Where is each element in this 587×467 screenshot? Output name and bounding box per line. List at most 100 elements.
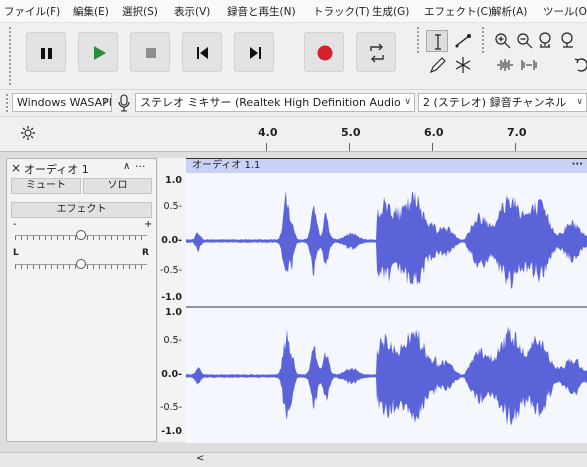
horizontal-scrollbar[interactable]: <	[0, 452, 587, 467]
selection-tool[interactable]	[426, 30, 448, 52]
silence-icon	[521, 60, 537, 70]
gain-minus-label: -	[13, 219, 17, 230]
pause-button[interactable]	[26, 32, 66, 72]
pause-icon	[41, 48, 52, 59]
record-icon	[317, 45, 333, 61]
skip-to-start-icon	[197, 47, 208, 59]
zoom-out-button[interactable]	[514, 30, 536, 52]
track-collapse-button[interactable]: ∧	[123, 161, 131, 172]
waveform-channel-left	[186, 190, 587, 289]
ruler-label-6: 6.0	[424, 126, 444, 139]
recording-device-select[interactable]: ステレオ ミキサー (Realtek High Definition Audio…	[135, 93, 415, 112]
record-button[interactable]	[304, 32, 344, 72]
gain-plus-label: +	[144, 219, 153, 230]
skip-to-start-button[interactable]	[182, 32, 222, 72]
selection-tool-icon	[435, 34, 441, 50]
stop-icon	[146, 48, 156, 58]
draw-tool[interactable]	[426, 54, 448, 76]
scale-label: 0.5-	[163, 335, 182, 346]
host-select-value: Windows WASAPI	[17, 96, 112, 109]
draw-tool-icon	[430, 57, 446, 73]
play-button[interactable]	[78, 32, 118, 72]
toolbar	[0, 23, 587, 90]
menu-generate[interactable]: 生成(G)	[372, 6, 410, 18]
silence-button[interactable]	[518, 54, 540, 76]
multi-tool-icon	[455, 57, 471, 73]
solo-button[interactable]: ソロ	[83, 178, 152, 194]
tools-grip[interactable]	[416, 27, 420, 53]
scale-label: -0.5-	[160, 402, 182, 413]
track-control-panel: × オーディオ 1 ∧ ··· ミュート ソロ エフェクト - + L R	[6, 158, 157, 442]
ruler-label-7: 7.0	[507, 126, 527, 139]
scale-label: 0.0-	[161, 235, 182, 246]
loop-icon	[370, 43, 384, 63]
gain-slider[interactable]	[76, 230, 86, 240]
edit-grip[interactable]	[481, 27, 485, 53]
waveform[interactable]	[186, 173, 587, 443]
audio-clip[interactable]: オーディオ 1.1 ···	[186, 158, 587, 443]
scale-label: -0.5-	[160, 265, 182, 276]
play-icon	[94, 46, 106, 60]
menu-analyze[interactable]: 解析(A)	[491, 6, 528, 18]
pan-slider[interactable]	[76, 259, 86, 269]
mute-button[interactable]: ミュート	[11, 178, 81, 194]
zoom-selection-icon	[539, 32, 551, 48]
scale-label: -1.0	[161, 292, 182, 303]
recording-channels-value: 2 (ステレオ) 録音チャンネル	[423, 96, 567, 109]
recording-device-value: ステレオ ミキサー (Realtek High Definition Audio	[140, 96, 401, 109]
ruler-tick	[266, 143, 267, 151]
trim-icon	[497, 59, 513, 71]
pan-right-label: R	[142, 248, 149, 258]
device-grip[interactable]	[5, 94, 9, 112]
device-toolbar: Windows WASAPI ∨ ステレオ ミキサー (Realtek High …	[0, 90, 587, 117]
host-select[interactable]: Windows WASAPI ∨	[12, 93, 112, 112]
effects-button[interactable]: エフェクト	[11, 202, 152, 218]
chevron-down-icon: ∨	[402, 94, 411, 111]
skip-to-end-icon	[250, 47, 261, 59]
recording-channels-select[interactable]: 2 (ステレオ) 録音チャンネル ∨	[418, 93, 587, 112]
undo-icon	[574, 58, 587, 72]
undo-button[interactable]	[570, 54, 587, 76]
ruler-tick	[349, 143, 350, 151]
ruler-label-4: 4.0	[258, 126, 278, 139]
menu-file[interactable]: ファイル(F)	[4, 6, 61, 18]
scroll-left-arrow[interactable]: <	[196, 453, 205, 464]
zoom-fit-button[interactable]	[558, 30, 580, 52]
ruler-tick	[515, 143, 516, 151]
clip-name: オーディオ 1.1	[192, 160, 261, 171]
timeline-ruler[interactable]: 4.0 5.0 6.0 7.0	[0, 117, 587, 152]
stop-button[interactable]	[130, 32, 170, 72]
track-name[interactable]: オーディオ 1	[24, 163, 89, 176]
pan-left-label: L	[13, 248, 19, 258]
menu-transport[interactable]: 録音と再生(N)	[227, 6, 296, 18]
zoom-selection-button[interactable]	[536, 30, 558, 52]
toolbar-grip[interactable]	[8, 27, 12, 85]
menu-effect[interactable]: エフェクト(C)	[424, 6, 493, 18]
ruler-tick	[432, 143, 433, 151]
clip-title-bar[interactable]: オーディオ 1.1 ···	[186, 159, 587, 173]
menu-bar: ファイル(F) 編集(E) 選択(S) 表示(V) 録音と再生(N) トラック(…	[0, 0, 587, 23]
zoom-in-icon	[495, 33, 511, 49]
envelope-tool[interactable]	[452, 30, 474, 52]
microphone-icon	[118, 94, 130, 112]
scale-label: 1.0	[165, 175, 182, 186]
vertical-scale[interactable]: 1.0 0.5- 0.0- -0.5- -1.0 1.0 0.5- 0.0- -…	[158, 158, 187, 442]
loop-button[interactable]	[356, 32, 396, 72]
menu-edit[interactable]: 編集(E)	[73, 6, 109, 18]
menu-tracks[interactable]: トラック(T)	[313, 6, 370, 18]
scale-label: 1.0	[165, 307, 182, 318]
clip-menu-button[interactable]: ···	[571, 159, 583, 170]
envelope-tool-icon	[455, 34, 471, 48]
trim-button[interactable]	[494, 54, 516, 76]
zoom-in-button[interactable]	[492, 30, 514, 52]
scale-label: 0.5-	[163, 201, 182, 212]
track-close-button[interactable]: ×	[11, 161, 22, 175]
multi-tool[interactable]	[452, 54, 474, 76]
track-menu-button[interactable]: ···	[135, 160, 146, 173]
menu-view[interactable]: 表示(V)	[174, 6, 211, 18]
menu-tools[interactable]: ツール(O)	[543, 6, 587, 18]
zoom-fit-icon	[561, 32, 573, 48]
gear-icon[interactable]	[20, 125, 36, 141]
menu-select[interactable]: 選択(S)	[122, 6, 158, 18]
skip-to-end-button[interactable]	[234, 32, 274, 72]
